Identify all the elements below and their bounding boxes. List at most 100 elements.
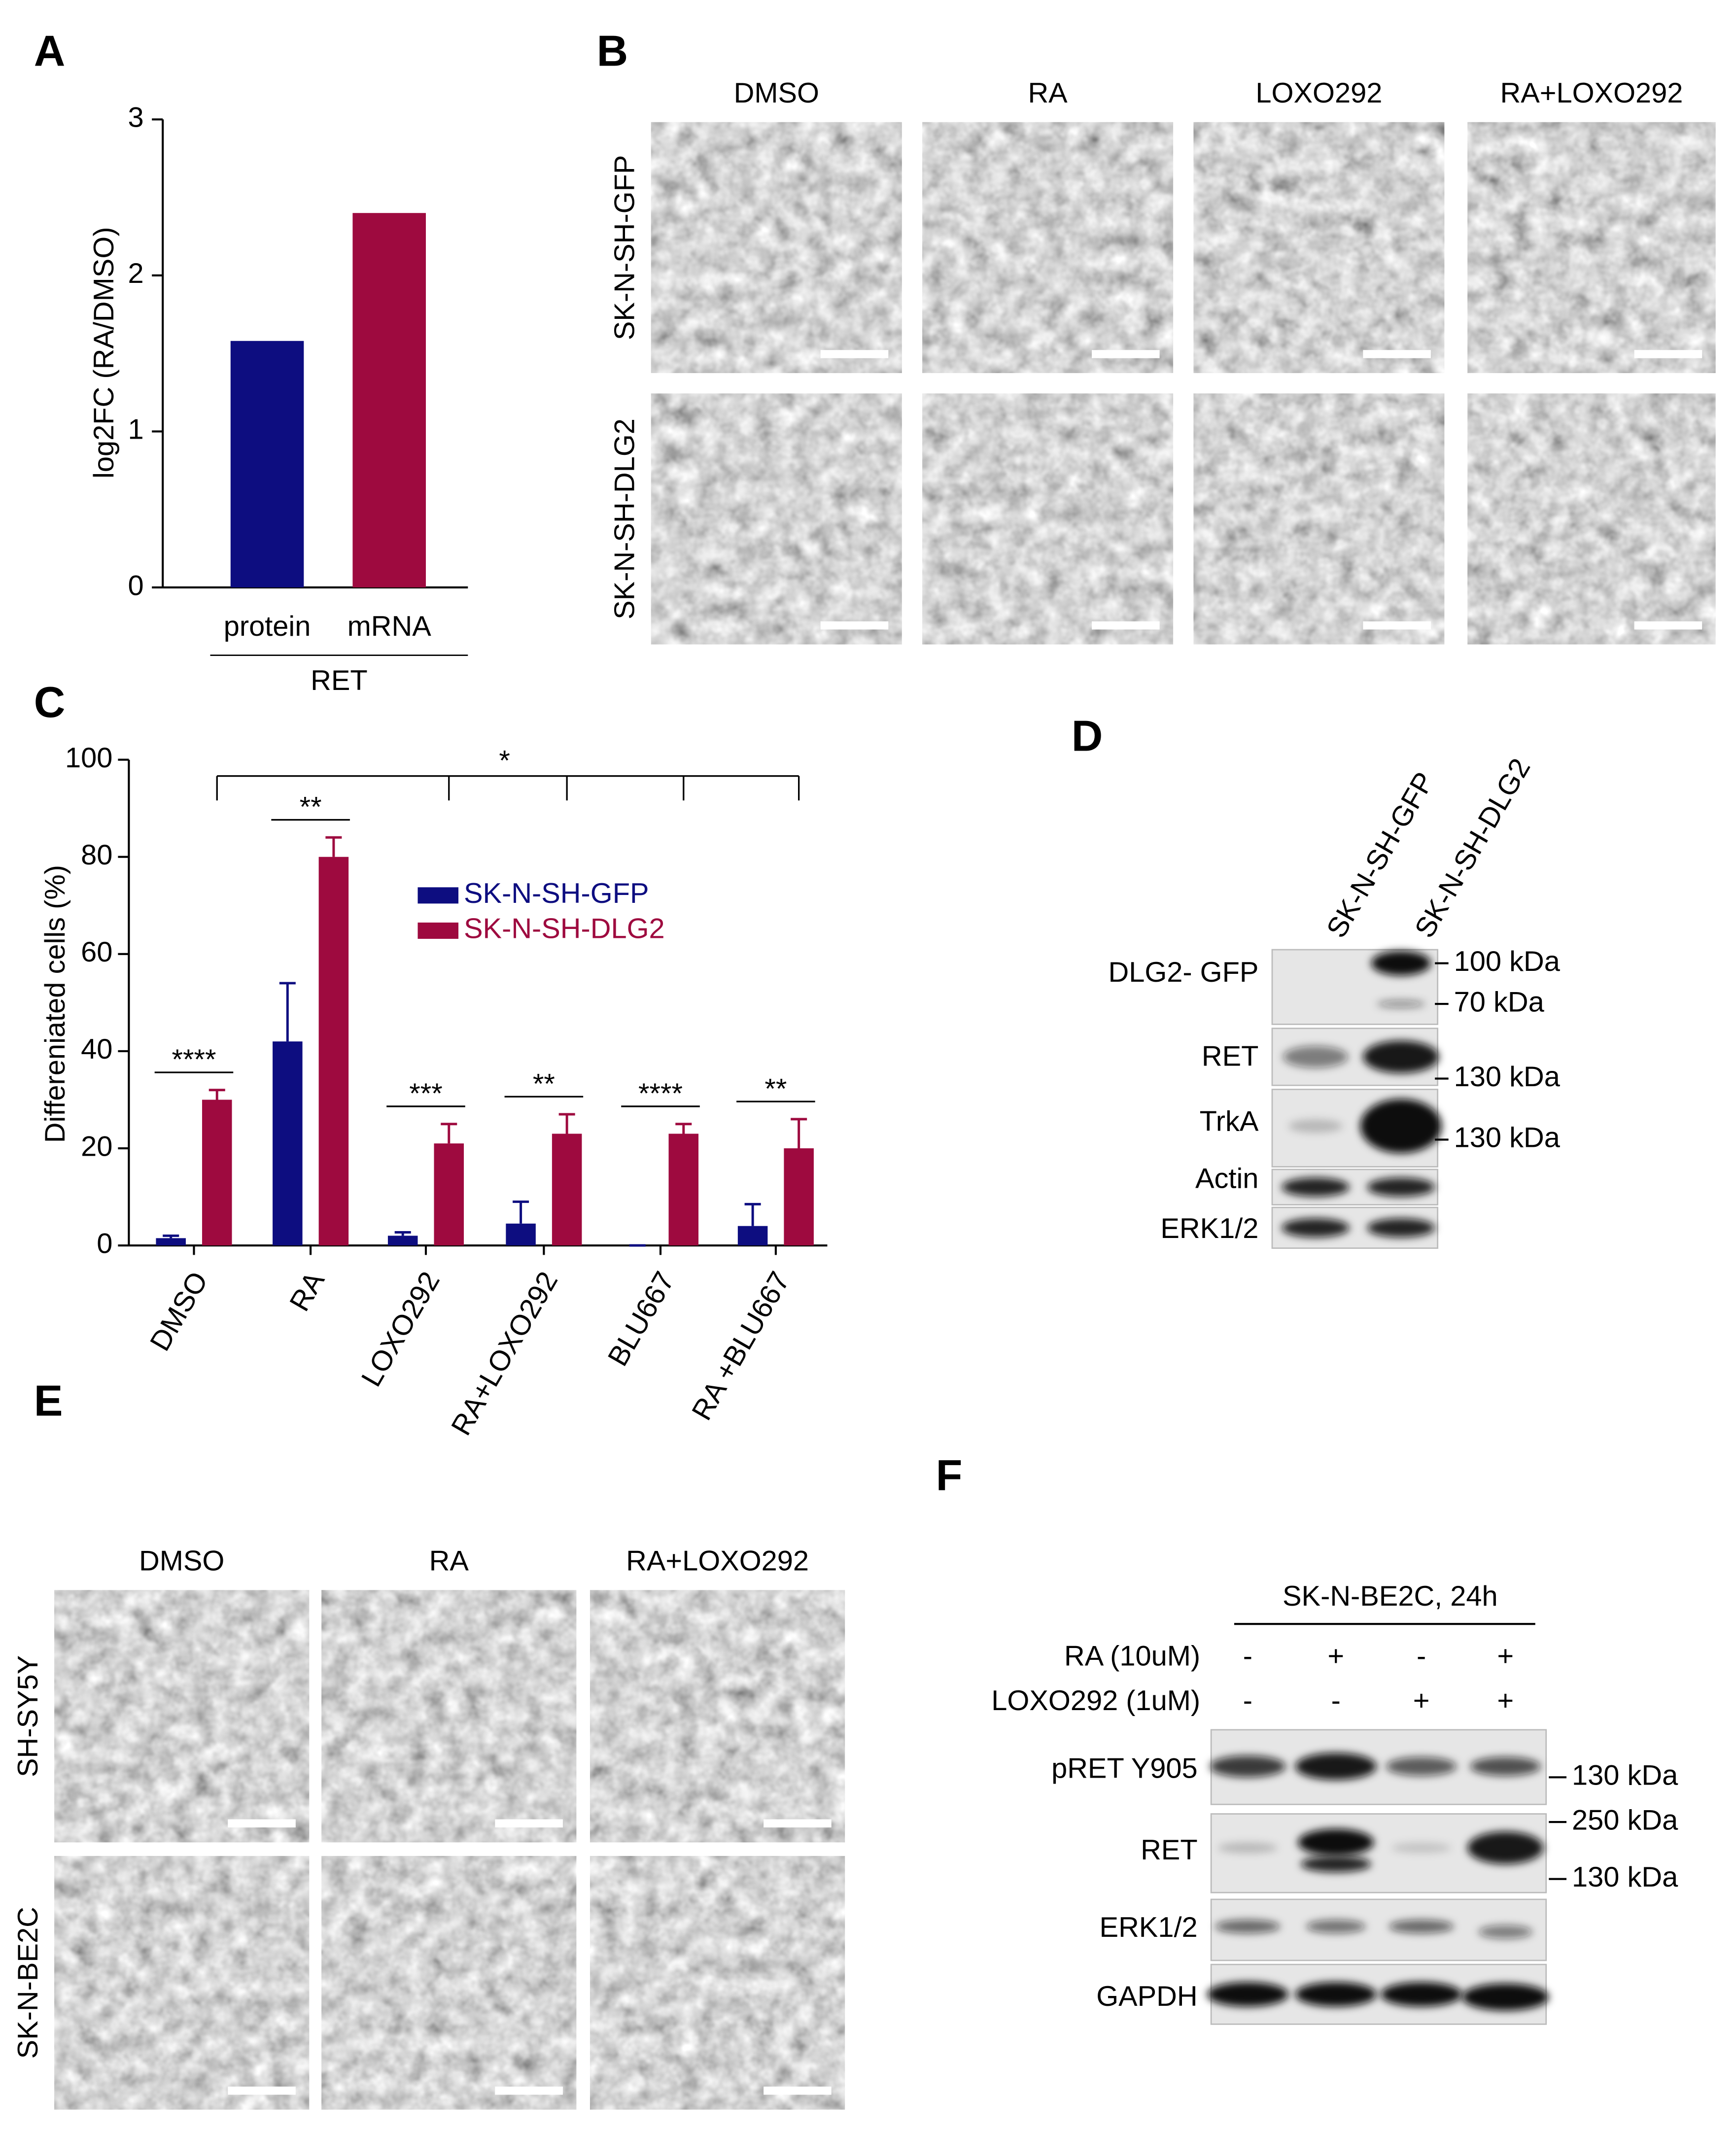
blot-band xyxy=(1215,1920,1281,1933)
micrograph xyxy=(922,393,1174,645)
row-label: RET xyxy=(1202,1040,1259,1072)
blot-band xyxy=(1376,999,1425,1008)
bar xyxy=(352,213,426,587)
blot-band xyxy=(1217,1842,1278,1854)
scale-bar xyxy=(1634,621,1702,630)
x-tick-label: protein xyxy=(224,611,311,642)
legend-swatch xyxy=(417,887,459,904)
condition-label: LOXO292 (1uM) xyxy=(991,1685,1200,1717)
x-tick-label: RA xyxy=(284,1266,331,1316)
column-header: RA xyxy=(429,1546,469,1577)
y-axis-label: Differeniated cells (%) xyxy=(39,865,71,1143)
condition-sign: - xyxy=(1331,1685,1341,1717)
blot-band xyxy=(1371,951,1431,976)
column-header: RA xyxy=(1028,77,1068,109)
overall-significance: * xyxy=(499,745,510,776)
condition-sign: - xyxy=(1243,1685,1252,1717)
row-label: SK-N-SH-DLG2 xyxy=(609,418,640,619)
significance-label: **** xyxy=(638,1078,683,1109)
blot-band xyxy=(1367,1177,1435,1197)
micrograph xyxy=(590,1855,845,2110)
error-bar xyxy=(675,1123,692,1134)
y-tick-label: 20 xyxy=(81,1131,112,1162)
x-tick-label: mRNA xyxy=(347,611,432,642)
blot-band xyxy=(1282,1218,1350,1237)
significance-label: ** xyxy=(764,1073,787,1104)
blot-band xyxy=(1295,1752,1377,1780)
micrograph xyxy=(1467,122,1716,374)
y-tick-label: 3 xyxy=(128,102,144,134)
marker-label: 130 kDa xyxy=(1454,1122,1561,1154)
blot-band xyxy=(1300,1855,1371,1872)
error-bar xyxy=(513,1200,529,1224)
scale-bar xyxy=(820,350,889,358)
legend-label: SK-N-SH-GFP xyxy=(464,878,649,909)
column-header: RA+LOXO292 xyxy=(1500,77,1683,109)
blot-band xyxy=(1288,1119,1343,1133)
row-label: TrkA xyxy=(1200,1106,1259,1137)
y-tick-label: 100 xyxy=(65,742,112,774)
scale-bar xyxy=(1363,621,1431,630)
condition-sign: + xyxy=(1413,1685,1430,1717)
x-tick-label: BLU667 xyxy=(602,1267,681,1372)
marker-label: 130 kDa xyxy=(1572,1760,1678,1791)
blot-band xyxy=(1210,1755,1286,1778)
row-label: SH-SY5Y xyxy=(12,1655,44,1777)
condition-sign: - xyxy=(1243,1640,1252,1672)
blot-band xyxy=(1360,1099,1442,1153)
micrograph xyxy=(321,1855,577,2110)
blot-band xyxy=(1282,1177,1350,1197)
error-bar xyxy=(441,1123,457,1144)
error-bar xyxy=(325,836,342,857)
marker-label: 70 kDa xyxy=(1454,986,1545,1018)
bar xyxy=(318,857,349,1246)
panel-label: F xyxy=(936,1451,963,1500)
row-label: SK-N-BE2C xyxy=(12,1907,44,2059)
blot-band xyxy=(1367,1218,1435,1237)
scale-bar xyxy=(764,2086,832,2095)
scale-bar xyxy=(820,621,889,630)
bar xyxy=(552,1134,582,1246)
panel-label: C xyxy=(34,678,66,726)
micrograph xyxy=(651,393,902,645)
blot-band xyxy=(1363,1040,1439,1073)
panel-label: B xyxy=(597,26,628,75)
scale-bar xyxy=(228,1819,296,1828)
scale-bar xyxy=(1092,621,1160,630)
row-label: Actin xyxy=(1195,1163,1258,1194)
significance-label: ** xyxy=(300,791,322,823)
error-bar xyxy=(558,1113,575,1134)
y-tick-label: 1 xyxy=(128,414,144,446)
blot-band xyxy=(1207,1982,1288,2007)
marker-label: 130 kDa xyxy=(1572,1861,1678,1893)
x-tick-label: DMSO xyxy=(144,1267,214,1356)
column-header: DMSO xyxy=(734,77,819,109)
bar xyxy=(506,1223,536,1246)
blot-band xyxy=(1283,1046,1349,1068)
error-bar xyxy=(744,1202,761,1226)
micrograph xyxy=(1467,393,1716,645)
scale-bar xyxy=(764,1819,832,1828)
x-tick-label: LOXO292 xyxy=(355,1267,446,1392)
error-bar xyxy=(394,1231,411,1236)
scale-bar xyxy=(1363,350,1431,358)
condition-sign: + xyxy=(1327,1640,1344,1672)
bar xyxy=(387,1236,418,1246)
blot-band xyxy=(1462,1983,1549,2011)
bar xyxy=(737,1226,768,1246)
blot-band xyxy=(1295,1982,1377,2007)
micrograph xyxy=(1193,122,1445,374)
scale-bar xyxy=(1092,350,1160,358)
scale-bar xyxy=(495,2086,563,2095)
legend-label: SK-N-SH-DLG2 xyxy=(464,913,665,945)
blot-band xyxy=(1470,1756,1541,1776)
row-label: pRET Y905 xyxy=(1051,1753,1198,1785)
scale-bar xyxy=(495,1819,563,1828)
blot-band xyxy=(1306,1920,1366,1933)
micrograph xyxy=(54,1590,310,1843)
blot-title: SK-N-BE2C, 24h xyxy=(1283,1580,1498,1612)
micrograph xyxy=(590,1590,845,1843)
micrograph xyxy=(54,1855,310,2110)
bar xyxy=(668,1134,699,1246)
